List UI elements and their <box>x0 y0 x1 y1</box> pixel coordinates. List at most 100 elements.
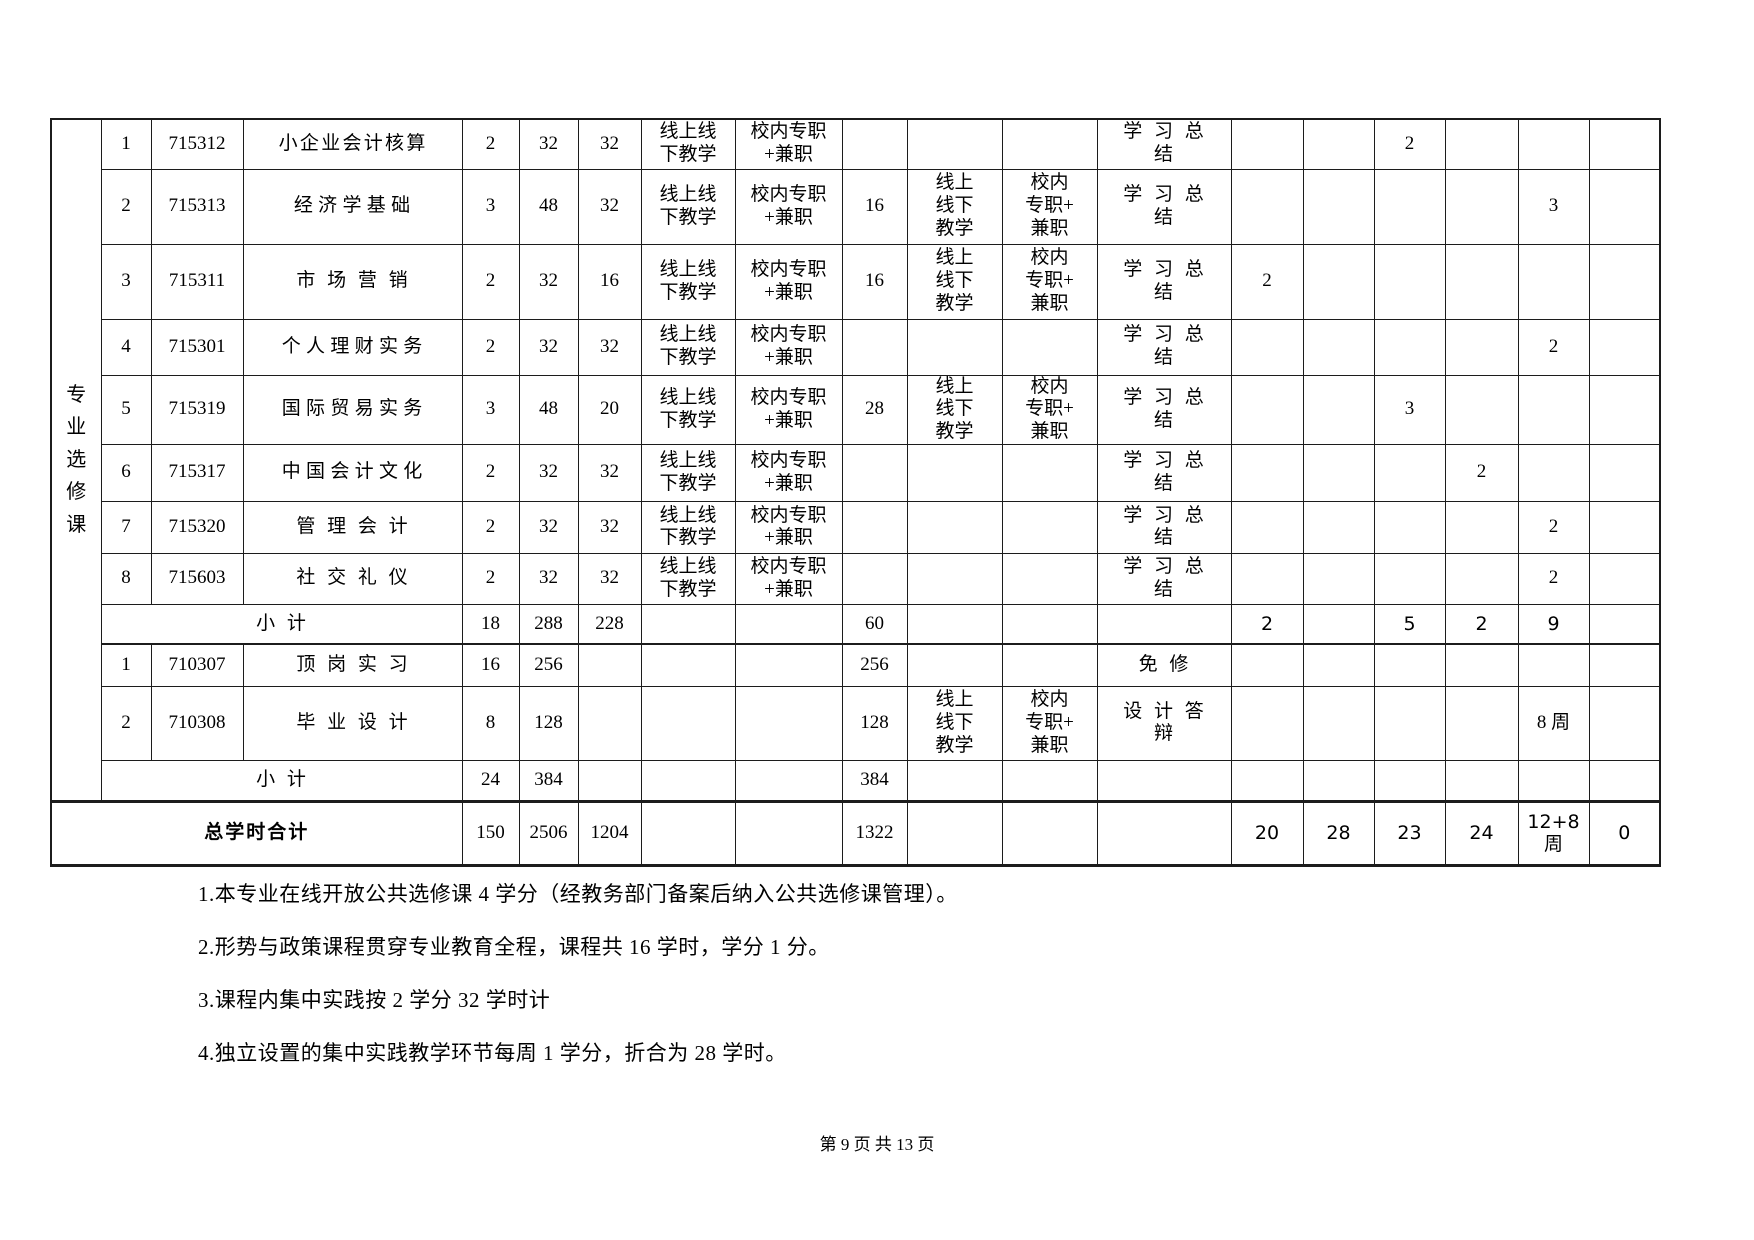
category-cell: 专业选修课 <box>50 118 102 802</box>
curriculum-table: 专业选修课 1 715312 小企业会计核算 2 32 32 线上线 下教学 校… <box>50 118 1661 867</box>
cell-assessment: 设计答辩 <box>1096 685 1232 761</box>
cell-empty <box>640 685 736 761</box>
cell-empty <box>577 685 642 761</box>
course-row: 3 715311 市场营销 2 32 16 线上线 下教学 校内专职 +兼职 1… <box>51 243 1661 320</box>
cell-credits: 150 <box>461 799 520 866</box>
cell-practice-hours: 60 <box>841 603 908 646</box>
cell-teach-method: 线上线 下教学 <box>640 500 736 554</box>
cell-sem-5: 8 周 <box>1517 685 1590 761</box>
cell-practice-hours: 16 <box>841 243 908 320</box>
cell-teach-method: 线上线 下教学 <box>640 118 736 170</box>
subtotal-label: 小计 <box>100 759 463 802</box>
cell-teach-method: 线上线 下教学 <box>640 168 736 245</box>
cell-theory-hours: 228 <box>577 603 642 646</box>
cell-sem-3 <box>1373 759 1446 802</box>
cell-sem-5 <box>1517 243 1590 320</box>
cell-sem-4 <box>1444 552 1519 605</box>
cell-credits: 3 <box>461 374 520 445</box>
cell-practice-hours: 384 <box>841 759 908 802</box>
cell-sem-3: 23 <box>1373 799 1446 866</box>
cell-total-hours: 32 <box>518 318 579 376</box>
cell-practice-hours <box>841 552 908 605</box>
cell-assessment: 学习总结 <box>1096 552 1232 605</box>
page-number-footer: 第 9 页 共 13 页 <box>819 1135 935 1154</box>
cell-teach-method: 线上线 下教学 <box>640 318 736 376</box>
cell-practice-hours <box>841 318 908 376</box>
cell-empty <box>734 603 843 646</box>
course-row: 8 715603 社交礼仪 2 32 32 线上线 下教学 校内专职 +兼职 学… <box>51 552 1661 605</box>
cell-credits: 24 <box>461 759 520 802</box>
cell-practice-teachers <box>1001 500 1098 554</box>
cell-sem-2 <box>1302 168 1375 245</box>
cell-practice-hours: 128 <box>841 685 908 761</box>
cell-sem-1 <box>1230 374 1304 445</box>
cell-theory-hours: 32 <box>577 500 642 554</box>
cell-sem-6 <box>1588 643 1661 687</box>
cell-empty <box>734 643 843 687</box>
cell-sem-5: 2 <box>1517 500 1590 554</box>
cell-sem-5 <box>1517 643 1590 687</box>
cell-sem-2: 28 <box>1302 799 1375 866</box>
cell-sem-5 <box>1517 759 1590 802</box>
cell-empty <box>1001 603 1098 646</box>
cell-practice-method: 线上 线下 教学 <box>906 243 1003 320</box>
cell-sem-5 <box>1517 374 1590 445</box>
cell-row-num: 7 <box>100 500 152 554</box>
cell-sem-3 <box>1373 685 1446 761</box>
cell-theory-hours: 20 <box>577 374 642 445</box>
cell-practice-method: 线上 线下 教学 <box>906 168 1003 245</box>
cell-sem-1 <box>1230 318 1304 376</box>
cell-sem-1 <box>1230 552 1304 605</box>
cell-theory-hours: 32 <box>577 318 642 376</box>
cell-empty <box>577 759 642 802</box>
cell-sem-5: 2 <box>1517 552 1590 605</box>
cell-row-num: 6 <box>100 443 152 502</box>
cell-assessment: 学习总结 <box>1096 318 1232 376</box>
cell-assessment: 学习总结 <box>1096 168 1232 245</box>
cell-credits: 2 <box>461 118 520 170</box>
cell-teachers: 校内专职 +兼职 <box>734 243 843 320</box>
cell-assessment: 免修 <box>1096 643 1232 687</box>
grand-total-label: 总学时合计 <box>50 799 463 866</box>
cell-empty <box>1001 759 1098 802</box>
cell-sem-2 <box>1302 552 1375 605</box>
cell-sem-2 <box>1302 643 1375 687</box>
cell-total-hours: 256 <box>518 643 579 687</box>
cell-empty <box>734 685 843 761</box>
cell-sem-4: 24 <box>1444 799 1519 866</box>
cell-course-code: 715320 <box>150 500 244 554</box>
cell-total-hours: 2506 <box>518 799 579 866</box>
cell-practice-method <box>906 118 1003 170</box>
cell-practice-method <box>906 318 1003 376</box>
cell-sem-5: 2 <box>1517 318 1590 376</box>
cell-sem-6 <box>1588 552 1661 605</box>
subtotal-label: 小计 <box>100 603 463 646</box>
cell-sem-4 <box>1444 500 1519 554</box>
category-label: 专业选修课 <box>66 383 87 536</box>
cell-sem-3 <box>1373 168 1446 245</box>
cell-sem-3: 2 <box>1373 118 1446 170</box>
cell-practice-hours: 1322 <box>841 799 908 866</box>
subtotal-row-electives: 小计 18 288 228 60 2 5 2 9 <box>51 603 1661 646</box>
cell-sem-6 <box>1588 168 1661 245</box>
cell-course-code: 710307 <box>150 643 244 687</box>
subtotal-row-practice: 小计 24 384 384 <box>51 759 1661 802</box>
cell-row-num: 3 <box>100 243 152 320</box>
cell-sem-3 <box>1373 500 1446 554</box>
cell-row-num: 1 <box>100 643 152 687</box>
cell-empty <box>1001 643 1098 687</box>
cell-total-hours: 384 <box>518 759 579 802</box>
cell-theory-hours: 32 <box>577 168 642 245</box>
cell-sem-4 <box>1444 318 1519 376</box>
cell-sem-2 <box>1302 759 1375 802</box>
cell-assessment: 学习总结 <box>1096 374 1232 445</box>
cell-empty <box>640 799 736 866</box>
cell-row-num: 2 <box>100 685 152 761</box>
note-line: 1.本专业在线开放公共选修课 4 学分（经教务部门备案后纳入公共选修课管理）。 <box>198 882 958 906</box>
course-row: 6 715317 中国会计文化 2 32 32 线上线 下教学 校内专职 +兼职… <box>51 443 1661 502</box>
cell-total-hours: 32 <box>518 118 579 170</box>
cell-total-hours: 288 <box>518 603 579 646</box>
cell-total-hours: 32 <box>518 500 579 554</box>
course-row: 4 715301 个人理财实务 2 32 32 线上线 下教学 校内专职 +兼职… <box>51 318 1661 376</box>
